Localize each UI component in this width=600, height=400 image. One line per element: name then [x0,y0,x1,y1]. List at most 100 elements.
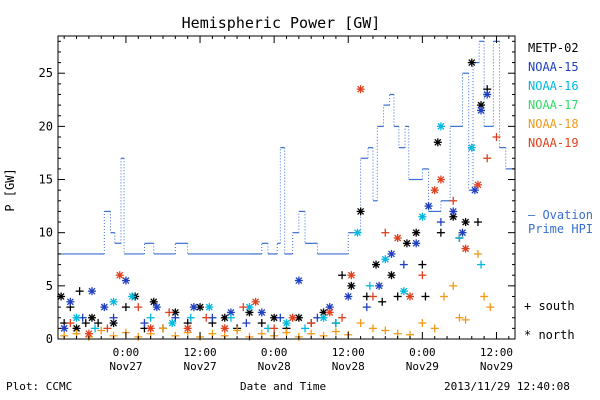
plot-frame [57,35,516,340]
ovation-label-line: – Ovation [528,208,593,222]
data-point [282,319,291,328]
data-point [461,218,470,227]
data-point [461,244,470,253]
data-point [483,90,492,99]
legend: METP-02 NOAA-15 NOAA-16 NOAA-17 NOAA-18 NOAA-… [528,41,579,150]
data-point [60,324,69,333]
x-axis-label: Date and Time [240,380,327,393]
legend-entry: NOAA-16 [528,79,579,93]
data-point [109,313,118,322]
data-point [406,292,415,301]
data-point [220,324,229,333]
data-point [233,326,242,335]
symbol-key-entry: + south [524,299,575,313]
data-point [270,313,279,322]
y-tick-label: 5 [46,279,53,293]
y-tick-label: 25 [39,66,53,80]
data-point [115,271,124,280]
data-point [455,313,464,322]
data-point [75,287,84,296]
symbol-key: + south * north [524,299,575,342]
data-point [381,326,390,335]
timestamp: 2013/11/29 12:40:08 [444,380,570,393]
y-tick-label: 15 [39,173,53,187]
data-point [362,303,371,312]
data-point [430,324,439,333]
x-tick-day: Nov27 [183,360,216,373]
data-point [251,297,260,306]
data-point [94,319,103,328]
data-point [449,281,458,290]
data-point [338,271,347,280]
ovation-hpi-trace [58,40,515,255]
satellite-observations [57,58,501,341]
data-point [301,324,310,333]
x-tick-day: Nov29 [406,360,439,373]
data-point [84,329,93,338]
data-point [307,319,316,328]
x-tick-time: 12:00 [332,346,365,359]
data-point [87,287,96,296]
data-point [121,303,130,312]
data-point [473,180,482,189]
data-point [356,207,365,216]
data-point [338,313,347,322]
data-point [461,315,470,324]
data-point [449,212,458,221]
data-point [146,324,155,333]
data-point [168,319,177,328]
x-tick-day: Nov27 [109,360,142,373]
data-point [418,319,427,328]
data-point [87,313,96,322]
x-tick-day: Nov28 [332,360,365,373]
data-point [72,324,81,333]
data-point [477,106,486,115]
data-point [121,276,130,285]
data-point [449,196,458,205]
data-point [473,249,482,258]
data-point [483,154,492,163]
data-point [91,324,100,333]
data-point [257,308,266,317]
data-point [436,228,445,237]
data-point [402,239,411,248]
data-point [270,324,279,333]
y-tick-label: 20 [39,119,53,133]
legend-entry: NOAA-15 [528,60,579,74]
data-point [418,271,427,280]
data-point [109,297,118,306]
data-point [347,281,356,290]
data-point [378,297,387,306]
y-axis-label: P [GW] [3,168,17,211]
data-point [436,122,445,131]
data-point [433,138,442,147]
data-point [242,319,251,328]
data-point [473,218,482,227]
data-point [128,292,137,301]
symbol-key-entry: * north [524,328,575,342]
data-point [186,313,195,322]
data-point [239,303,248,312]
data-point [152,303,161,312]
data-point [353,228,362,237]
data-point [66,319,75,328]
data-point [276,313,285,322]
x-tick-time: 12:00 [480,346,513,359]
data-point [372,260,381,269]
axis-ticks: 05101520250:00Nov2712:00Nov270:00Nov2812… [39,36,515,373]
data-point [449,207,458,216]
data-point [439,292,448,301]
ovation-label-line: Prime HPI [528,222,593,236]
data-point [430,186,439,195]
data-point [477,260,486,269]
legend-entry: NOAA-19 [528,136,579,150]
data-point [399,287,408,296]
data-point [165,308,174,317]
data-point [458,228,467,237]
data-point [399,260,408,269]
data-point [356,85,365,94]
data-point [226,313,235,322]
data-point [480,292,489,301]
